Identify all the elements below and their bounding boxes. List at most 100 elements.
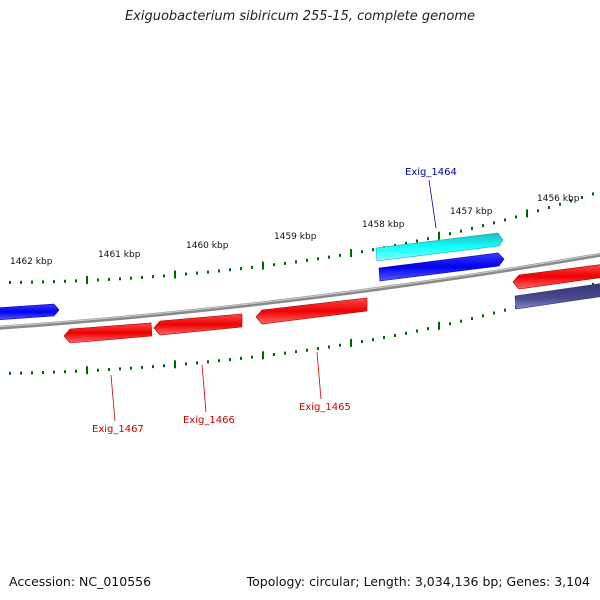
minor-tick xyxy=(317,257,319,261)
major-tick xyxy=(438,231,440,240)
tick-label-1456: 1456 kbp xyxy=(537,194,580,204)
minor-tick xyxy=(218,269,220,273)
major-tick xyxy=(262,351,264,360)
tick-label-1461: 1461 kbp xyxy=(98,250,141,260)
major-tick xyxy=(350,338,352,347)
gene-label-exig-1465[interactable]: Exig_1465 xyxy=(299,402,351,413)
minor-tick xyxy=(592,282,594,286)
minor-tick xyxy=(108,368,110,372)
minor-tick xyxy=(339,343,341,347)
minor-tick xyxy=(218,359,220,363)
major-tick xyxy=(350,249,352,258)
major-tick xyxy=(86,366,88,375)
gene-label-exig-1467[interactable]: Exig_1467 xyxy=(92,424,144,435)
gene-exig-1467[interactable] xyxy=(63,322,153,344)
minor-tick xyxy=(251,265,253,269)
map-title: Exiguobacterium sibiricum 255-15, comple… xyxy=(124,9,476,24)
minor-tick xyxy=(295,350,297,354)
minor-tick xyxy=(460,229,462,233)
gene-exig-1465[interactable] xyxy=(255,297,368,325)
gene-label-exig-1464[interactable]: Exig_1464 xyxy=(405,167,457,178)
minor-tick xyxy=(493,221,495,225)
minor-tick xyxy=(383,336,385,340)
minor-tick xyxy=(141,275,143,279)
minor-tick xyxy=(240,267,242,271)
minor-tick xyxy=(75,369,77,373)
minor-tick xyxy=(31,371,33,375)
gene-forward-blue-left[interactable] xyxy=(0,303,60,320)
minor-tick xyxy=(570,199,572,203)
minor-tick xyxy=(20,371,22,375)
minor-tick xyxy=(9,280,11,284)
minor-tick xyxy=(427,327,429,331)
minor-tick xyxy=(361,250,363,254)
minor-tick xyxy=(592,192,594,196)
minor-tick xyxy=(361,340,363,344)
minor-tick xyxy=(273,263,275,267)
minor-tick xyxy=(295,260,297,264)
major-tick xyxy=(86,275,88,284)
minor-tick xyxy=(449,232,451,236)
minor-tick xyxy=(482,314,484,318)
gene-exig-1464[interactable] xyxy=(375,232,504,262)
minor-tick xyxy=(515,215,517,219)
major-tick xyxy=(438,321,440,330)
minor-tick xyxy=(339,253,341,257)
minor-tick xyxy=(196,271,198,275)
minor-tick xyxy=(405,331,407,335)
minor-tick xyxy=(97,368,99,372)
minor-tick xyxy=(559,202,561,206)
minor-tick xyxy=(185,272,187,276)
leader-exig-1466 xyxy=(201,364,207,413)
minor-tick xyxy=(548,206,550,210)
minor-tick xyxy=(42,371,44,375)
minor-tick xyxy=(9,371,11,375)
minor-tick xyxy=(152,365,154,369)
minor-tick xyxy=(163,364,165,368)
minor-tick xyxy=(460,319,462,323)
minor-tick xyxy=(317,347,319,351)
gene-other-purple[interactable] xyxy=(514,283,600,310)
minor-tick xyxy=(537,209,539,213)
minor-tick xyxy=(372,248,374,252)
minor-tick xyxy=(152,275,154,279)
major-tick xyxy=(526,209,528,218)
minor-tick xyxy=(471,226,473,230)
minor-tick xyxy=(416,239,418,243)
minor-tick xyxy=(53,280,55,284)
tick-label-1459: 1459 kbp xyxy=(274,232,317,242)
minor-tick xyxy=(581,195,583,199)
minor-tick xyxy=(284,261,286,265)
minor-tick xyxy=(471,317,473,321)
accession-text: Accession: NC_010556 xyxy=(9,574,152,589)
gene-reverse-red-right[interactable] xyxy=(512,264,600,290)
minor-tick xyxy=(240,356,242,360)
tick-label-1462: 1462 kbp xyxy=(10,257,53,267)
minor-tick xyxy=(416,329,418,333)
minor-tick xyxy=(251,355,253,359)
gene-exig-1466[interactable] xyxy=(153,313,243,336)
minor-tick xyxy=(185,362,187,366)
gene-label-exig-1466[interactable]: Exig_1466 xyxy=(183,415,235,426)
minor-tick xyxy=(372,338,374,342)
minor-tick xyxy=(97,278,99,282)
minor-tick xyxy=(273,352,275,356)
minor-tick xyxy=(229,358,231,362)
minor-tick xyxy=(207,360,209,364)
minor-tick xyxy=(119,367,121,371)
minor-tick xyxy=(405,241,407,245)
minor-tick xyxy=(504,308,506,312)
minor-tick xyxy=(196,361,198,365)
minor-tick xyxy=(394,333,396,337)
leader-exig-1464 xyxy=(428,179,437,229)
minor-tick xyxy=(163,274,165,278)
minor-tick xyxy=(108,277,110,281)
minor-tick xyxy=(284,351,286,355)
genome-backbone xyxy=(0,252,600,330)
minor-tick xyxy=(75,279,77,283)
minor-tick xyxy=(119,277,121,281)
gene-forward-blue[interactable] xyxy=(378,252,505,282)
minor-tick xyxy=(42,280,44,284)
topology-text: Topology: circular; Length: 3,034,136 bp… xyxy=(246,574,590,589)
